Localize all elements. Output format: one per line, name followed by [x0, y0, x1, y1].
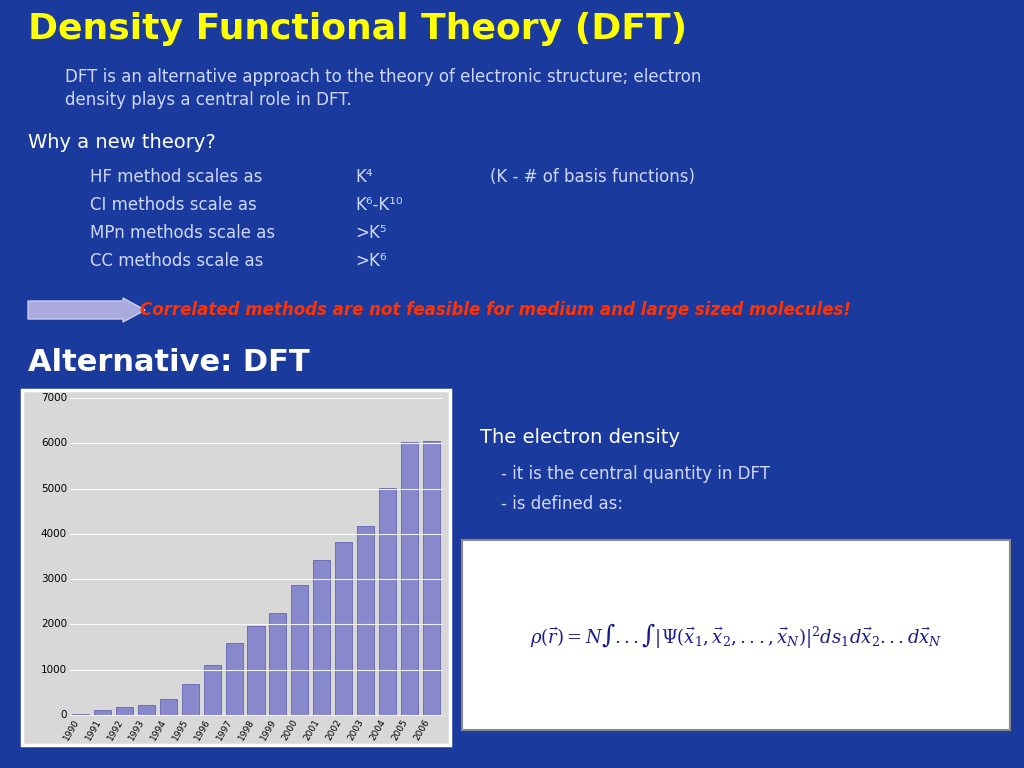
Text: 5000: 5000 [41, 484, 67, 494]
Text: 7000: 7000 [41, 393, 67, 403]
Text: 6000: 6000 [41, 439, 67, 449]
Text: 1992: 1992 [105, 718, 125, 743]
Bar [22, 390, 450, 745]
Bar [182, 684, 199, 715]
Text: K⁶-K¹⁰: K⁶-K¹⁰ [355, 196, 402, 214]
Bar [73, 713, 89, 715]
Text: 1996: 1996 [193, 718, 212, 743]
Bar [313, 560, 330, 715]
Text: 1997: 1997 [215, 718, 234, 743]
Text: >K⁵: >K⁵ [355, 224, 386, 242]
Text: 4000: 4000 [41, 529, 67, 539]
Bar [138, 704, 155, 715]
Text: MPn methods scale as: MPn methods scale as [90, 224, 275, 242]
Text: CC methods scale as: CC methods scale as [90, 252, 263, 270]
Text: HF method scales as: HF method scales as [90, 168, 262, 186]
Bar [160, 699, 177, 715]
Text: - it is the central quantity in DFT: - it is the central quantity in DFT [480, 465, 770, 483]
Bar [269, 613, 287, 715]
Text: 1000: 1000 [41, 665, 67, 675]
Text: 1999: 1999 [259, 718, 278, 743]
Text: Density Functional Theory (DFT): Density Functional Theory (DFT) [28, 12, 687, 46]
Text: $\rho(\vec{r}) = N \int ... \int |\Psi(\vec{x}_1, \vec{x}_2, ..., \vec{x}_N)|^2 : $\rho(\vec{r}) = N \int ... \int |\Psi(\… [529, 621, 942, 650]
Bar [248, 626, 264, 715]
Text: >K⁶: >K⁶ [355, 252, 386, 270]
FancyArrow shape [28, 298, 145, 322]
Bar [357, 526, 374, 715]
Bar [379, 488, 396, 715]
Bar [225, 644, 243, 715]
Text: 1995: 1995 [171, 718, 190, 743]
Bar [462, 540, 1010, 730]
Bar [116, 707, 133, 715]
Text: 3000: 3000 [41, 574, 67, 584]
Text: CI methods scale as: CI methods scale as [90, 196, 257, 214]
Text: 1990: 1990 [61, 718, 81, 743]
Text: DFT is an alternative approach to the theory of electronic structure; electron: DFT is an alternative approach to the th… [65, 68, 701, 86]
Text: (K - # of basis functions): (K - # of basis functions) [490, 168, 695, 186]
Text: Alternative: DFT: Alternative: DFT [28, 348, 309, 377]
Text: 2001: 2001 [302, 718, 322, 743]
Text: 2000: 2000 [41, 620, 67, 630]
Bar [423, 441, 439, 715]
Bar [400, 442, 418, 715]
Text: - is defined as:: - is defined as: [480, 495, 624, 513]
Bar [204, 665, 221, 715]
Text: 1991: 1991 [84, 718, 102, 743]
Text: 2000: 2000 [281, 718, 300, 743]
Text: Why a new theory?: Why a new theory? [28, 133, 216, 152]
Text: Correlated methods are not feasible for medium and large sized molecules!: Correlated methods are not feasible for … [140, 301, 851, 319]
Bar [291, 585, 308, 715]
Bar [94, 710, 112, 715]
Text: 1998: 1998 [237, 718, 256, 743]
Text: The electron density: The electron density [480, 428, 680, 447]
Text: 2002: 2002 [325, 718, 343, 742]
Text: 2005: 2005 [390, 718, 410, 743]
Text: 0: 0 [60, 710, 67, 720]
Text: 1994: 1994 [150, 718, 169, 743]
Text: density plays a central role in DFT.: density plays a central role in DFT. [65, 91, 352, 109]
Text: 2004: 2004 [368, 718, 387, 742]
Text: 2003: 2003 [346, 718, 366, 743]
Bar [335, 542, 352, 715]
Text: 1993: 1993 [127, 718, 146, 743]
Text: K⁴: K⁴ [355, 168, 373, 186]
Text: 2006: 2006 [412, 718, 431, 743]
